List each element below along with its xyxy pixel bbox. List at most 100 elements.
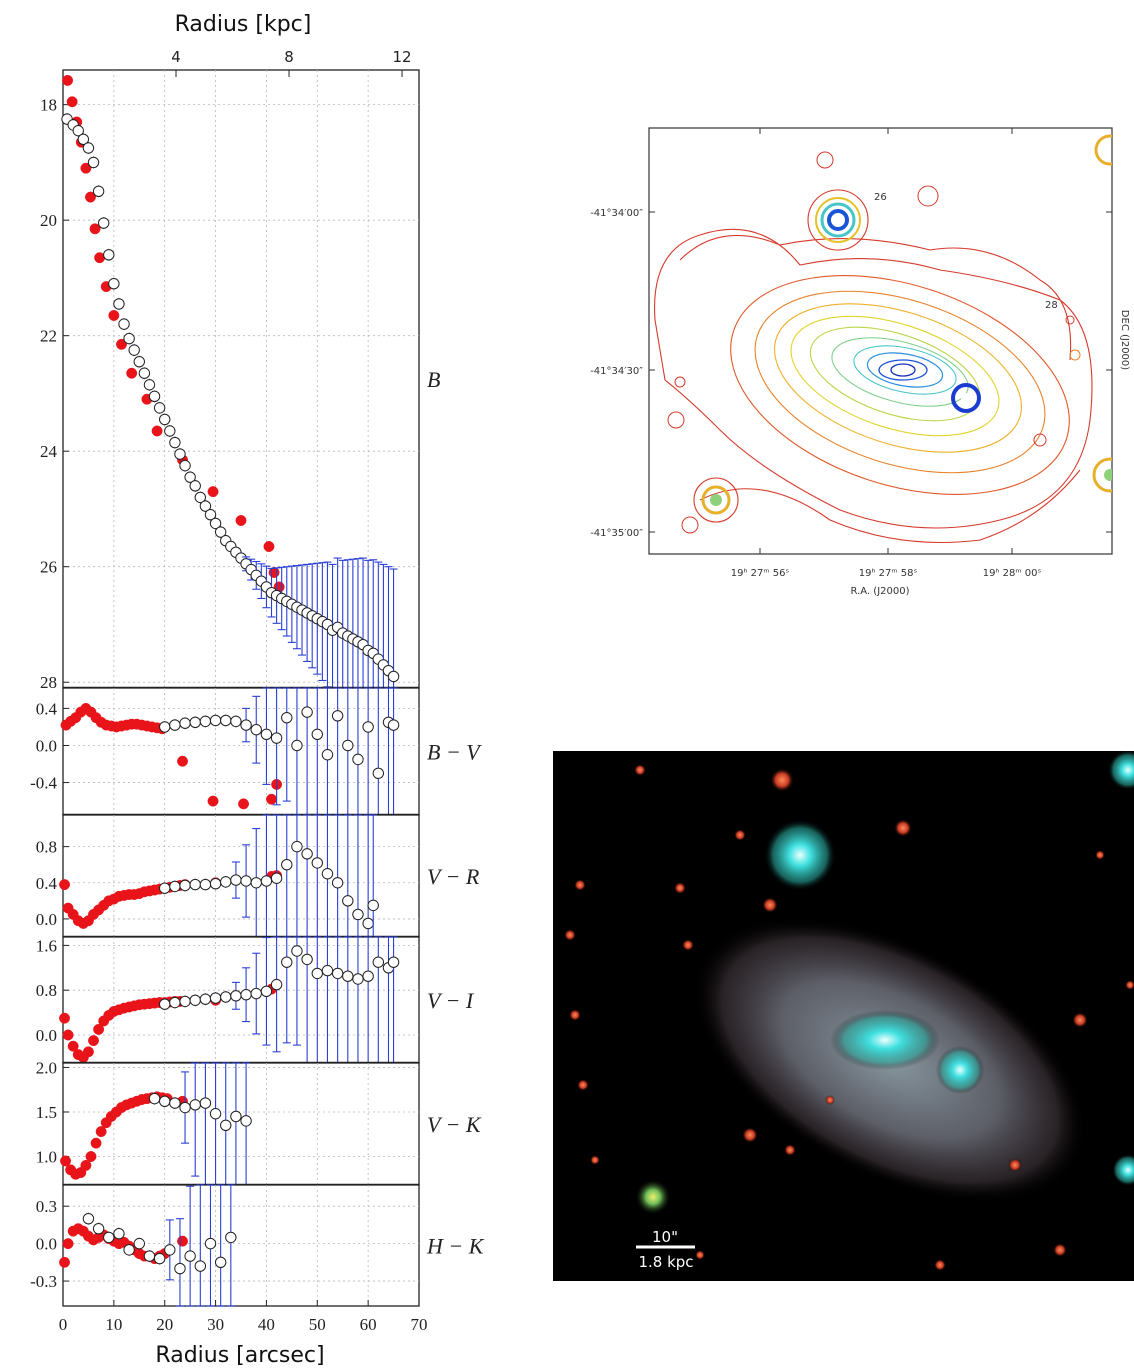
data-point-open <box>291 739 303 752</box>
data-point-filled <box>89 223 101 235</box>
data-point-open <box>209 877 222 890</box>
data-point-filled <box>95 1126 107 1138</box>
data-point-filled <box>59 1256 70 1268</box>
data-point-open <box>169 1097 181 1109</box>
contour-outer-1 <box>653 228 1093 529</box>
contour-outer-2 <box>679 234 1072 361</box>
data-point-open <box>367 899 379 912</box>
data-point-open <box>220 991 232 1003</box>
data-point-open <box>184 471 196 483</box>
data-point-open <box>189 878 201 891</box>
data-point-open <box>118 318 130 330</box>
series-open <box>159 687 400 816</box>
data-point-open <box>189 480 201 492</box>
data-point-open <box>321 868 334 880</box>
panel-frame <box>62 936 420 1064</box>
panel-label: B − V <box>427 740 482 765</box>
blob-2 <box>917 185 939 207</box>
data-point-open <box>103 1231 115 1244</box>
series-filled-red <box>60 702 283 810</box>
data-point-open <box>153 402 166 414</box>
contour-l10 <box>890 363 916 377</box>
ytick-label: 0.3 <box>36 1197 57 1216</box>
data-point-open <box>225 1231 237 1244</box>
data-point-open <box>220 714 232 727</box>
data-point-open <box>174 1262 186 1275</box>
data-point-open <box>291 840 303 853</box>
data-point-open <box>148 390 161 403</box>
data-point-open <box>174 448 186 460</box>
data-point-open <box>352 973 364 985</box>
xtick-label: 0 <box>59 1315 68 1334</box>
data-point-open <box>133 355 145 368</box>
star-contour-3-ring2 <box>701 485 731 515</box>
data-point-open <box>240 1115 252 1127</box>
data-point-open <box>204 509 217 521</box>
ytick-label: 0.0 <box>36 736 57 755</box>
panel-0: 18 20 22 24 26 28 B <box>40 69 440 692</box>
data-point-open <box>113 1227 125 1240</box>
data-point-open <box>250 724 262 736</box>
data-point-filled <box>235 515 247 526</box>
star-contour-5-core <box>1104 469 1112 481</box>
data-point-open <box>108 278 120 290</box>
series-open <box>82 1184 237 1307</box>
photo-star-bottomleft <box>635 1179 671 1215</box>
ytick-label: 18 <box>40 96 57 115</box>
xtick-label: 20 <box>156 1315 173 1334</box>
data-point-filled <box>177 1235 188 1247</box>
data-point-open <box>301 848 313 860</box>
ytick-label: 28 <box>40 673 57 692</box>
data-point-open <box>179 1101 191 1114</box>
data-point-open <box>199 715 212 728</box>
star-contour-2-ring1 <box>807 189 869 251</box>
ytick-label: 26 <box>40 558 57 577</box>
data-point-filled <box>266 793 277 805</box>
data-point-open <box>240 719 252 731</box>
data-point-open <box>123 1244 135 1256</box>
data-point-open <box>189 1099 201 1111</box>
ytick-label: -0.3 <box>30 1272 57 1291</box>
ytick-label: 1.0 <box>36 1148 57 1167</box>
data-point-open <box>281 956 293 968</box>
data-point-open <box>372 956 385 968</box>
data-point-open <box>128 344 140 356</box>
panel-3: 1.6 0.8 0.0 V − I <box>36 936 475 1065</box>
contour-ytick-3: -41°35′00″ <box>590 528 643 539</box>
star-contour-3-ring1 <box>693 477 739 523</box>
contour-l2 <box>754 290 1046 474</box>
star-contour-2-ring3 <box>820 202 856 238</box>
data-point-open <box>92 185 105 197</box>
data-point-filled <box>85 191 96 203</box>
panel-label: H − K <box>426 1234 485 1259</box>
data-point-open <box>169 996 181 1009</box>
blob-8 <box>681 516 699 534</box>
data-point-open <box>230 990 242 1002</box>
bottom-arcsec-axis: 0 10 20 30 40 50 60 70 <box>59 1300 428 1334</box>
data-point-open <box>372 767 385 779</box>
data-point-open <box>387 719 400 731</box>
data-point-open <box>133 1237 145 1250</box>
contour-xtick-1: 19ʰ 27ᵐ 56ˢ <box>731 568 790 579</box>
data-point-open <box>143 1250 156 1262</box>
star-contour-1-core <box>961 393 971 403</box>
data-point-open <box>260 985 273 998</box>
data-point-open <box>250 877 262 889</box>
data-point-open <box>184 1250 196 1262</box>
data-point-open <box>164 1244 176 1256</box>
data-point-open <box>270 732 283 744</box>
blob-7 <box>1065 315 1075 325</box>
contour-l6 <box>831 337 969 407</box>
contour-x-ticks <box>759 128 1013 554</box>
data-point-open <box>270 978 283 991</box>
data-point-open <box>331 967 344 980</box>
data-point-open <box>342 739 354 752</box>
data-point-open <box>169 880 181 893</box>
ytick-label: 22 <box>40 327 57 346</box>
data-point-open <box>331 877 344 889</box>
panel-label: V − K <box>427 1112 482 1137</box>
data-point-open <box>92 1222 105 1235</box>
photo-star-right2 <box>1112 1154 1134 1186</box>
panel-1: 0.4 0.0 -0.4 B − V <box>30 687 482 817</box>
data-point-open <box>199 878 212 891</box>
